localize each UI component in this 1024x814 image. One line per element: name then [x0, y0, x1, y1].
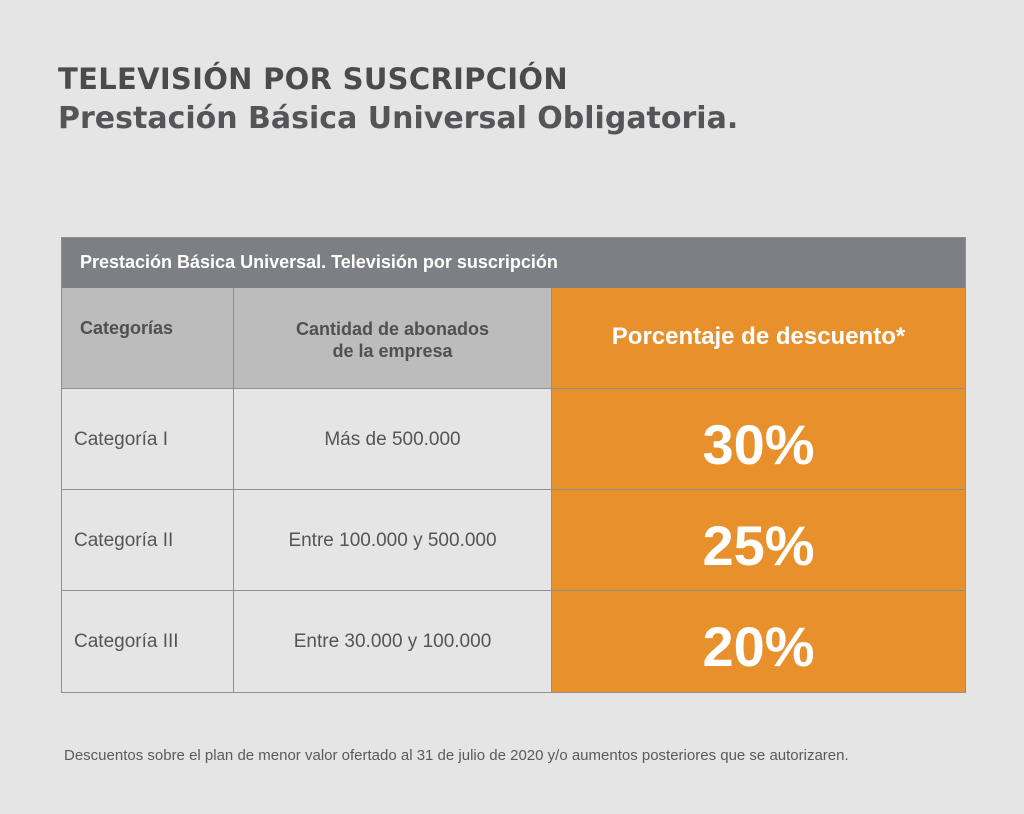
row-category-cell: Categoría I — [62, 389, 234, 490]
row-category-cell: Categoría II — [62, 490, 234, 591]
page-title: TELEVISIÓN POR SUSCRIPCIÓN — [58, 62, 568, 96]
column-header-subscribers: Cantidad de abonados de la empresa — [234, 288, 552, 389]
discount-table: Prestación Básica Universal. Televisión … — [61, 237, 966, 693]
column-header-discount: Porcentaje de descuento* — [552, 288, 965, 389]
page-subtitle: Prestación Básica Universal Obligatoria. — [58, 101, 739, 136]
row-subscribers-cell: Entre 30.000 y 100.000 — [234, 591, 552, 692]
table-caption: Prestación Básica Universal. Televisión … — [62, 238, 965, 288]
row-category-cell: Categoría III — [62, 591, 234, 692]
row-subscribers-cell: Más de 500.000 — [234, 389, 552, 490]
column-header-subscribers-line1: Cantidad de abonados — [295, 319, 490, 339]
footnote: Descuentos sobre el plan de menor valor … — [64, 747, 849, 764]
row-subscribers-cell: Entre 100.000 y 500.000 — [234, 490, 552, 591]
row-discount-cell: 25% — [552, 490, 965, 591]
column-header-category: Categorías — [62, 288, 234, 389]
row-discount-cell: 20% — [552, 591, 965, 692]
column-header-subscribers-line2: de la empresa — [332, 341, 453, 361]
row-discount-cell: 30% — [552, 389, 965, 490]
